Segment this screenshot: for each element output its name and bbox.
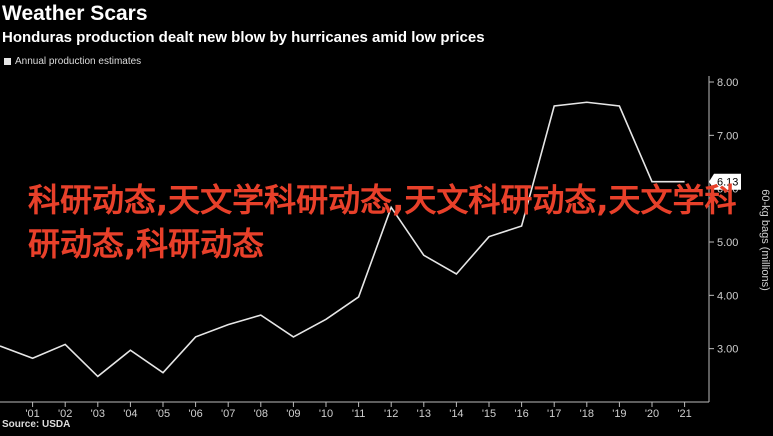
x-tick-label: '10 (319, 408, 333, 420)
x-tick-label: '18 (580, 408, 594, 420)
x-tick-label: '08 (254, 408, 268, 420)
legend-swatch (4, 58, 11, 65)
source-note: Source: USDA (2, 419, 71, 430)
legend: Annual production estimates (4, 56, 141, 67)
x-tick-label: '15 (482, 408, 496, 420)
chart-title: Weather Scars (2, 2, 148, 25)
x-tick-label: '17 (547, 408, 561, 420)
x-tick-label: '16 (514, 408, 528, 420)
y-tick-label: 7.00 (717, 130, 738, 142)
x-tick-label: '04 (123, 408, 137, 420)
x-tick-label: '09 (286, 408, 300, 420)
x-tick-label: '14 (449, 408, 463, 420)
y-tick-label: 5.00 (717, 237, 738, 249)
x-tick-label: '21 (677, 408, 691, 420)
y-axis-label: 60-kg bags (millions) (759, 189, 771, 290)
x-tick-label: '19 (612, 408, 626, 420)
x-tick-label: '02 (58, 408, 72, 420)
y-tick-label: 8.00 (717, 77, 738, 89)
x-tick-label: '12 (384, 408, 398, 420)
last-value-badge: 6.13 (709, 173, 741, 190)
watermark-overlay-text: 科研动态,天文学科研动态,天文科研动态,天文学科研动态,科研动态 (28, 181, 737, 263)
x-tick-label: '07 (221, 408, 235, 420)
x-tick-label: '13 (417, 408, 431, 420)
chart-subtitle: Honduras production dealt new blow by hu… (2, 29, 485, 46)
series-line-production (0, 101, 685, 378)
x-tick-label: '05 (156, 408, 170, 420)
x-tick-label: '06 (188, 408, 202, 420)
x-tick-label: '20 (645, 408, 659, 420)
x-tick-label: '11 (352, 408, 366, 420)
x-tick-label: '03 (91, 408, 105, 420)
legend-label: Annual production estimates (15, 56, 142, 67)
y-tick-label: 3.00 (717, 344, 738, 356)
last-value-label: 6.13 (717, 177, 738, 189)
y-tick-label: 4.00 (717, 290, 738, 302)
x-tick-label: '01 (25, 408, 39, 420)
